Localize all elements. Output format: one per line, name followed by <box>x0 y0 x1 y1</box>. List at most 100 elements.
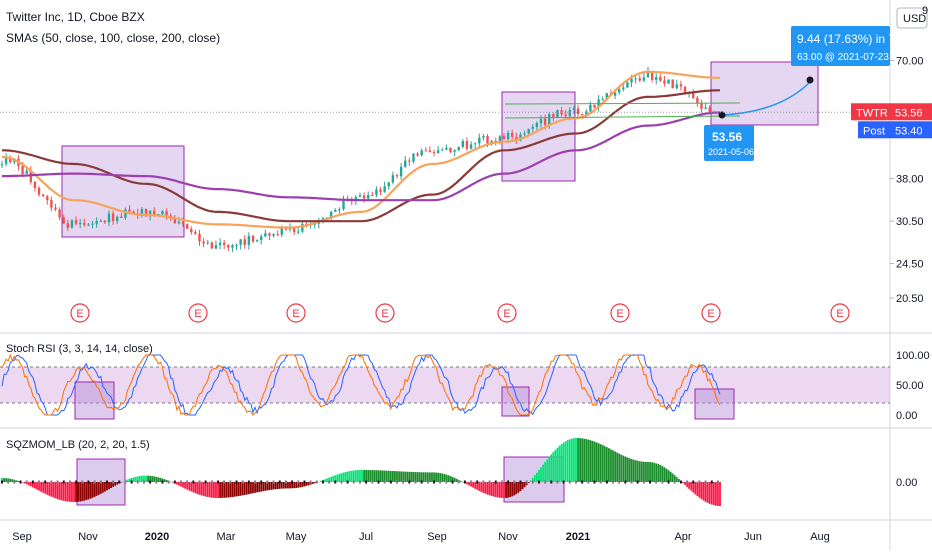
sqz-bar <box>194 482 197 494</box>
sqz-dot <box>451 480 454 484</box>
candle-body <box>214 245 218 249</box>
sqz-bar <box>373 470 376 482</box>
sqz-bar <box>420 472 423 482</box>
sqz-bar <box>54 482 57 499</box>
candle-body <box>95 221 98 224</box>
earnings-marker[interactable] <box>70 303 90 323</box>
candle-body <box>548 114 551 125</box>
sqz-bar <box>593 441 596 482</box>
earnings-marker[interactable] <box>497 303 517 323</box>
candle-body <box>128 209 131 212</box>
sqz-dot <box>173 480 176 484</box>
sqz-bar <box>295 482 298 488</box>
target-label-bg <box>791 26 890 66</box>
sqz-dot <box>358 480 361 484</box>
sqz-dot <box>340 480 343 484</box>
sqz-bar <box>112 482 114 487</box>
sqz-bar <box>213 482 215 498</box>
current-label-bg <box>704 125 754 161</box>
sqz-bar <box>599 444 602 482</box>
candle-body <box>461 141 465 147</box>
currency-button[interactable] <box>896 7 928 29</box>
currency-label: USD <box>903 13 926 25</box>
candle-body <box>696 97 699 103</box>
candle-body <box>659 77 662 81</box>
sqz-dot <box>494 480 497 484</box>
sqz-dot <box>31 480 34 484</box>
candle-body <box>297 231 300 233</box>
sqz-bar <box>344 472 347 482</box>
candle-body <box>144 209 148 217</box>
sqz-dot <box>204 480 207 484</box>
sqz-bar <box>34 482 36 489</box>
sqz-bar <box>418 472 421 482</box>
sqz-bar <box>332 475 335 482</box>
sqz-bar <box>359 470 361 482</box>
sqz-bar <box>64 482 67 502</box>
price-axis-tick: 70.00 <box>896 56 924 68</box>
sqz-bar <box>608 448 610 482</box>
ticker-tag-label: TWTR <box>856 107 888 119</box>
earnings-marker-label: E <box>836 308 843 320</box>
sqz-bar <box>402 471 405 482</box>
sqz-bar <box>157 477 160 482</box>
sqz-bar <box>424 472 427 482</box>
sqz-bar <box>476 482 479 490</box>
sqz-bar <box>591 440 594 482</box>
sqz-bar <box>155 476 158 482</box>
price-axis-tick: 24.50 <box>896 259 924 271</box>
candle-body <box>552 114 555 118</box>
sqz-bar <box>408 471 411 482</box>
candle-body <box>708 107 711 113</box>
earnings-marker[interactable] <box>188 303 208 323</box>
sqz-bar <box>389 470 392 482</box>
candle-body <box>342 200 345 210</box>
highlight-box <box>710 61 819 126</box>
sqz-bar <box>188 482 191 491</box>
candle-body <box>41 194 45 197</box>
sqz-dot <box>81 480 84 484</box>
candle-body <box>140 209 144 216</box>
candle-body <box>218 242 222 246</box>
sqz-dot <box>19 480 22 484</box>
candle-body <box>177 221 181 224</box>
sqz-bar <box>46 482 49 495</box>
sqz-bar <box>558 445 561 482</box>
price-annotations: 53.56 2021-05-06 9.44 (17.63%) in 7 63.00 @… <box>504 26 895 161</box>
sqz-bar <box>95 482 98 496</box>
sqz-bar <box>640 461 643 482</box>
sqz-dot <box>278 480 281 484</box>
earnings-marker[interactable] <box>286 303 306 323</box>
target-point <box>806 76 814 84</box>
candle-body <box>70 220 74 228</box>
sqz-bar <box>398 471 400 482</box>
sqz-dot <box>7 480 10 484</box>
sqz-bar <box>540 467 542 482</box>
earnings-marker[interactable] <box>701 303 721 323</box>
stoch-line-d <box>1 353 721 416</box>
sqz-bar <box>175 482 178 485</box>
earnings-marker[interactable] <box>375 303 395 323</box>
sqz-dot <box>284 480 287 484</box>
sqz-bar <box>229 482 232 498</box>
sqz-bar <box>149 475 152 482</box>
sqz-bar <box>145 475 147 482</box>
candle-body <box>622 87 625 90</box>
sqz-bar <box>546 459 549 482</box>
sqz-bar <box>192 482 195 493</box>
sqz-bar <box>698 482 701 498</box>
sqz-bar <box>219 482 221 498</box>
earnings-marker[interactable] <box>830 303 850 323</box>
candle-body <box>239 239 242 245</box>
x-axis-label: May <box>286 531 307 543</box>
sqz-dot <box>525 480 528 484</box>
candle-body <box>531 126 534 129</box>
sqz-dot <box>624 480 627 484</box>
sqz-bar <box>29 482 32 487</box>
earnings-marker[interactable] <box>610 303 630 323</box>
sqz-bar <box>52 482 55 498</box>
sqz-bar <box>85 482 88 501</box>
